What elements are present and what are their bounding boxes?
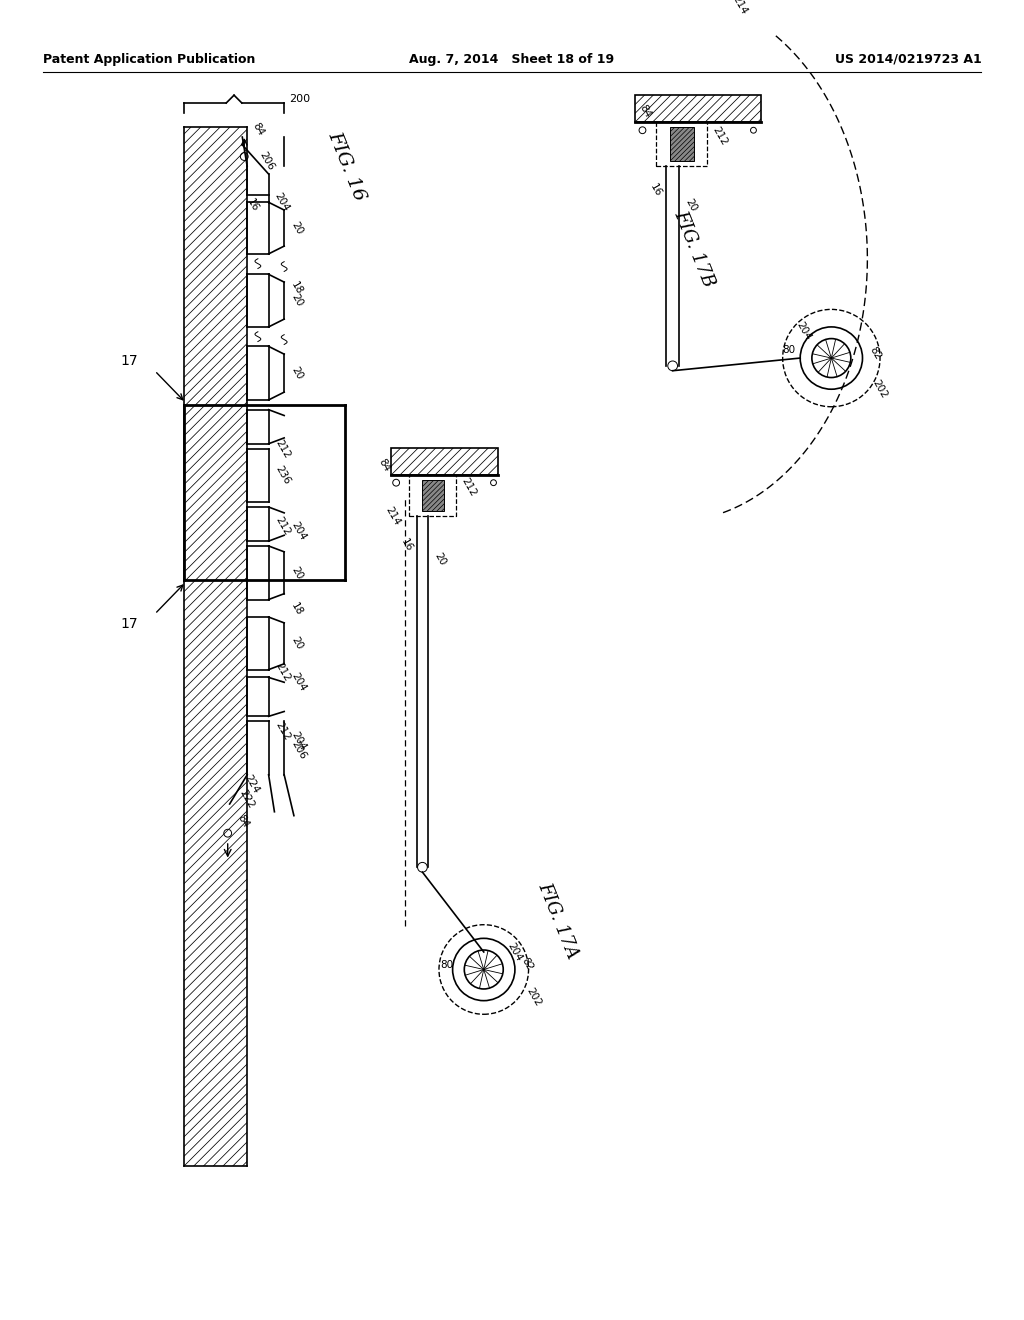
Text: 18: 18 [289, 601, 304, 618]
Text: FIG. 17B: FIG. 17B [671, 209, 718, 290]
Text: 84: 84 [377, 457, 392, 474]
Text: 20: 20 [432, 552, 447, 568]
Text: Aug. 7, 2014   Sheet 18 of 19: Aug. 7, 2014 Sheet 18 of 19 [410, 53, 614, 66]
Bar [656, 123, 707, 166]
Text: 206: 206 [258, 150, 276, 173]
Text: 212: 212 [273, 515, 292, 537]
Text: 236: 236 [273, 463, 292, 486]
Text: Patent Application Publication: Patent Application Publication [43, 53, 255, 66]
Text: 82: 82 [867, 345, 883, 362]
Bar [409, 475, 456, 516]
Text: 80: 80 [782, 346, 796, 355]
Text: 212: 212 [273, 437, 292, 459]
Bar [423, 479, 443, 511]
Text: 214: 214 [383, 504, 402, 527]
Text: 204: 204 [505, 941, 523, 964]
Bar [423, 479, 443, 511]
Bar [184, 127, 247, 1166]
Text: 204: 204 [289, 730, 307, 752]
Text: 16: 16 [648, 182, 664, 199]
Text: 20: 20 [289, 364, 304, 381]
Text: 84: 84 [236, 813, 251, 830]
Bar [391, 447, 499, 475]
Text: 212: 212 [460, 477, 478, 499]
Text: 18: 18 [289, 280, 304, 296]
Text: 20: 20 [289, 635, 304, 652]
Text: 20: 20 [289, 220, 304, 236]
Text: 206: 206 [289, 739, 307, 762]
Bar [635, 95, 761, 123]
Text: 222: 222 [238, 788, 256, 810]
Text: 20: 20 [289, 565, 304, 581]
Text: 204: 204 [272, 191, 291, 214]
Text: 82: 82 [520, 957, 536, 973]
Text: 212: 212 [273, 719, 292, 742]
Text: 84: 84 [638, 103, 653, 119]
Text: 202: 202 [870, 378, 889, 400]
Text: 16: 16 [245, 197, 260, 214]
Bar [391, 447, 499, 475]
Text: FIG. 16: FIG. 16 [325, 129, 370, 203]
Text: 204: 204 [795, 319, 813, 342]
Bar [635, 95, 761, 123]
Text: 80: 80 [440, 960, 453, 970]
Text: 20: 20 [289, 293, 304, 309]
Text: FIG. 17A: FIG. 17A [535, 880, 582, 962]
Text: 84: 84 [250, 121, 265, 137]
Text: 200: 200 [289, 94, 310, 104]
Text: 202: 202 [524, 986, 543, 1007]
Text: 204: 204 [289, 520, 307, 543]
Text: 212: 212 [711, 125, 729, 148]
Text: 214: 214 [731, 0, 750, 16]
Text: US 2014/0219723 A1: US 2014/0219723 A1 [835, 53, 981, 66]
Text: 16: 16 [399, 537, 415, 553]
Text: 17: 17 [121, 354, 138, 368]
Text: 224: 224 [243, 774, 261, 796]
Text: 204: 204 [289, 672, 307, 693]
Bar [670, 127, 694, 161]
Text: 212: 212 [273, 661, 292, 684]
Bar [670, 127, 694, 161]
Text: 20: 20 [683, 197, 698, 214]
Text: 17: 17 [121, 616, 138, 631]
